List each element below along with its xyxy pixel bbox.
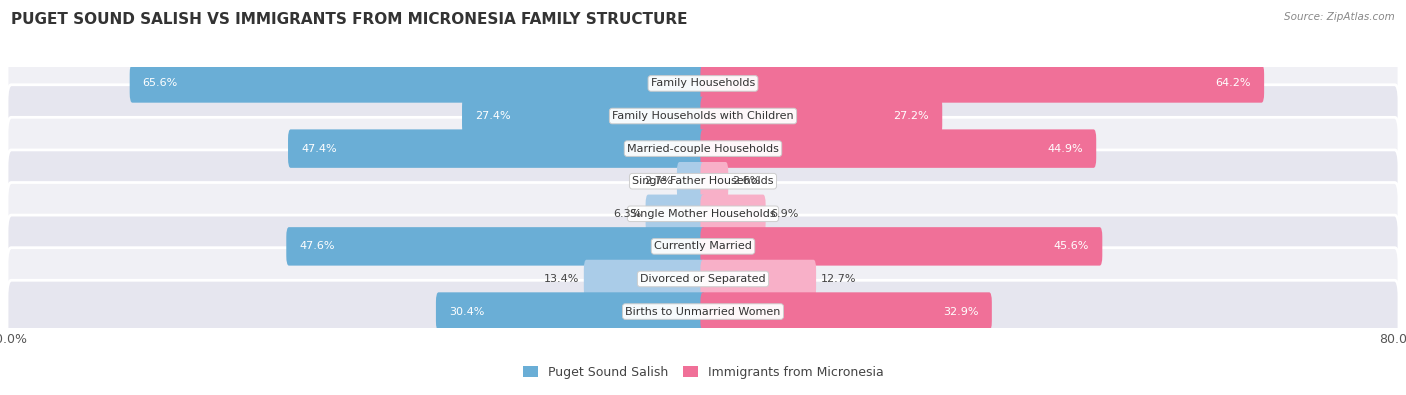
FancyBboxPatch shape: [700, 64, 1264, 103]
Text: 30.4%: 30.4%: [449, 307, 484, 316]
FancyBboxPatch shape: [700, 195, 766, 233]
Text: 6.9%: 6.9%: [770, 209, 799, 219]
FancyBboxPatch shape: [7, 52, 1399, 115]
FancyBboxPatch shape: [583, 260, 706, 298]
Text: 45.6%: 45.6%: [1054, 241, 1090, 251]
FancyBboxPatch shape: [7, 117, 1399, 180]
Text: Single Mother Households: Single Mother Households: [630, 209, 776, 219]
FancyBboxPatch shape: [700, 162, 728, 200]
FancyBboxPatch shape: [700, 130, 1097, 168]
Text: 12.7%: 12.7%: [821, 274, 856, 284]
Text: Single Father Households: Single Father Households: [633, 176, 773, 186]
Text: Family Households with Children: Family Households with Children: [612, 111, 794, 121]
Legend: Puget Sound Salish, Immigrants from Micronesia: Puget Sound Salish, Immigrants from Micr…: [523, 366, 883, 379]
Text: 6.3%: 6.3%: [613, 209, 641, 219]
FancyBboxPatch shape: [7, 215, 1399, 278]
Text: 44.9%: 44.9%: [1047, 144, 1083, 154]
Text: 64.2%: 64.2%: [1216, 79, 1251, 88]
FancyBboxPatch shape: [700, 292, 991, 331]
Text: Family Households: Family Households: [651, 79, 755, 88]
FancyBboxPatch shape: [7, 280, 1399, 343]
FancyBboxPatch shape: [287, 227, 706, 265]
FancyBboxPatch shape: [700, 227, 1102, 265]
Text: 2.6%: 2.6%: [733, 176, 761, 186]
FancyBboxPatch shape: [700, 97, 942, 135]
Text: 65.6%: 65.6%: [143, 79, 179, 88]
Text: 47.6%: 47.6%: [299, 241, 335, 251]
FancyBboxPatch shape: [645, 195, 706, 233]
FancyBboxPatch shape: [7, 150, 1399, 213]
Text: PUGET SOUND SALISH VS IMMIGRANTS FROM MICRONESIA FAMILY STRUCTURE: PUGET SOUND SALISH VS IMMIGRANTS FROM MI…: [11, 12, 688, 27]
FancyBboxPatch shape: [129, 64, 706, 103]
Text: Source: ZipAtlas.com: Source: ZipAtlas.com: [1284, 12, 1395, 22]
Text: 27.4%: 27.4%: [475, 111, 510, 121]
Text: 13.4%: 13.4%: [544, 274, 579, 284]
FancyBboxPatch shape: [288, 130, 706, 168]
FancyBboxPatch shape: [463, 97, 706, 135]
FancyBboxPatch shape: [676, 162, 706, 200]
FancyBboxPatch shape: [700, 260, 815, 298]
Text: 2.7%: 2.7%: [644, 176, 672, 186]
FancyBboxPatch shape: [7, 182, 1399, 245]
Text: Births to Unmarried Women: Births to Unmarried Women: [626, 307, 780, 316]
Text: Currently Married: Currently Married: [654, 241, 752, 251]
Text: Divorced or Separated: Divorced or Separated: [640, 274, 766, 284]
Text: 47.4%: 47.4%: [301, 144, 336, 154]
Text: 27.2%: 27.2%: [894, 111, 929, 121]
FancyBboxPatch shape: [7, 85, 1399, 147]
Text: 32.9%: 32.9%: [943, 307, 979, 316]
Text: Married-couple Households: Married-couple Households: [627, 144, 779, 154]
FancyBboxPatch shape: [7, 248, 1399, 310]
FancyBboxPatch shape: [436, 292, 706, 331]
